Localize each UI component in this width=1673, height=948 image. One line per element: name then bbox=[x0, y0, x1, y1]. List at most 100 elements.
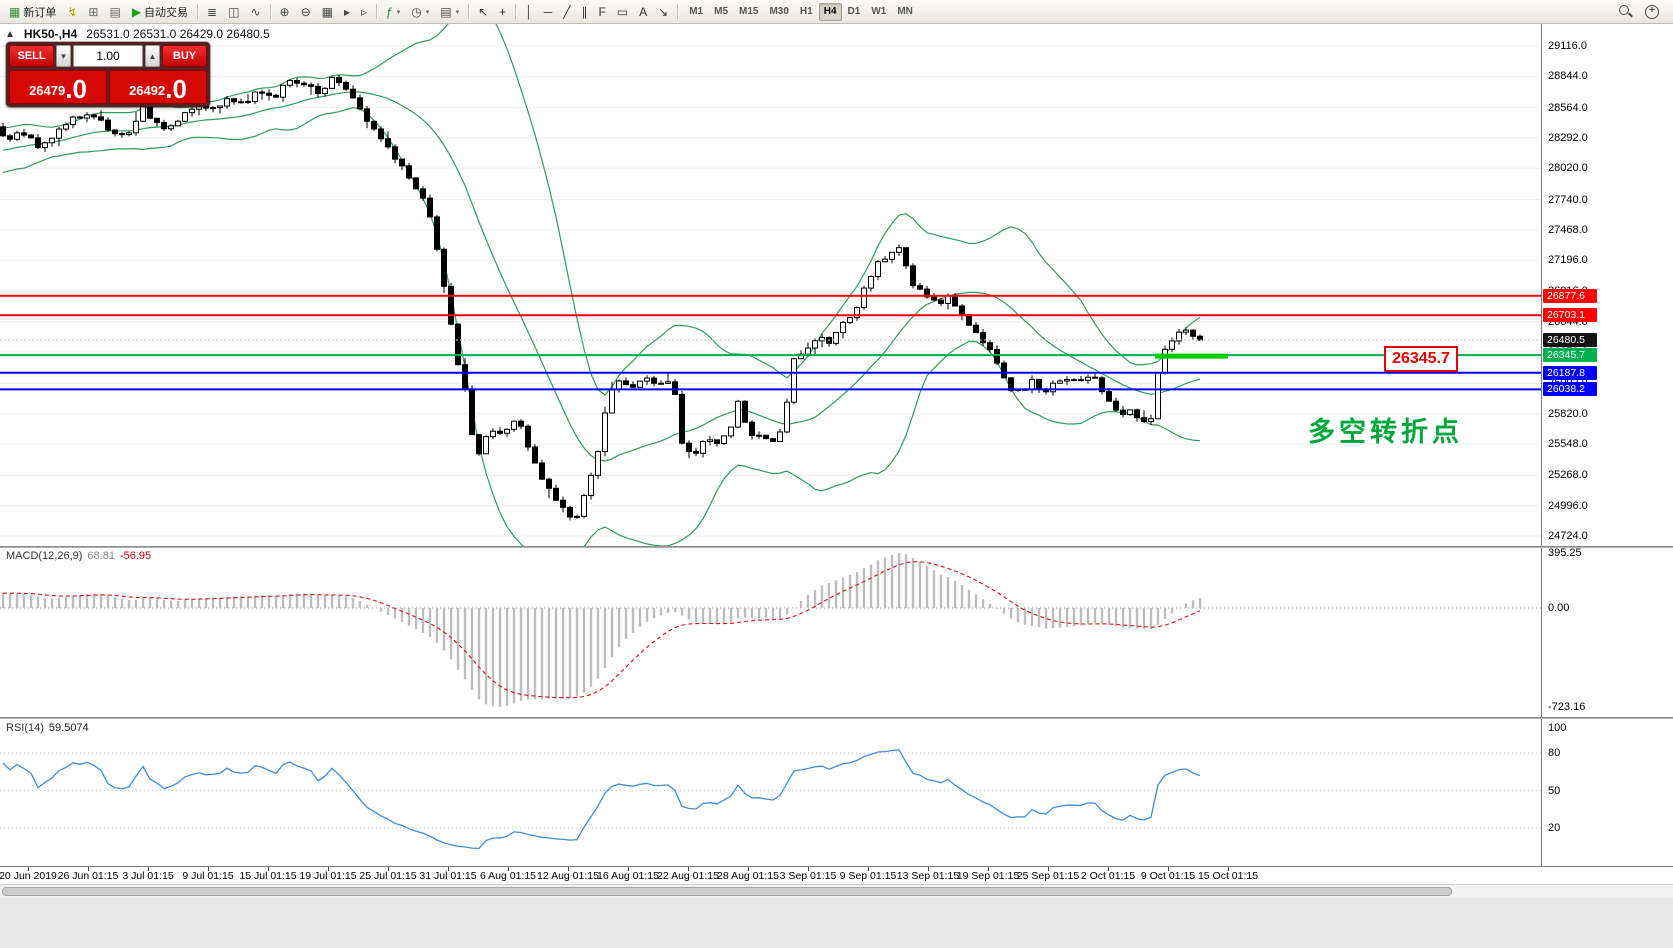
one-click-collapse-icon[interactable]: ▲ bbox=[5, 28, 15, 40]
candles bbox=[0, 75, 1203, 521]
channel-icon[interactable]: ∥ bbox=[576, 1, 592, 23]
one-click-trading-panel: SELL ▼ 1.00 ▲ BUY 26479.0 26492.0 bbox=[6, 42, 210, 107]
channel-icon: ∥ bbox=[581, 4, 588, 19]
timeframe-h1[interactable]: H1 bbox=[799, 5, 813, 17]
time-axis-tick bbox=[1168, 867, 1169, 871]
rsi-indicator-label: RSI(14) 59.5074 bbox=[6, 722, 89, 734]
current-price-tag[interactable]: 26480.5 bbox=[1543, 333, 1597, 348]
time-axis-tick bbox=[268, 867, 269, 871]
time-axis[interactable]: 20 Jun 2019 26 Jun 01:15 3 Jul 01:15 9 Jul … bbox=[0, 866, 1673, 884]
line-chart-mode-icon: ∿ bbox=[250, 4, 261, 19]
crosshair-icon: + bbox=[499, 4, 507, 19]
line-chart-mode-icon[interactable]: ∿ bbox=[245, 1, 265, 23]
auto-scroll-icon[interactable]: ▸ bbox=[339, 1, 355, 23]
autotrading-button[interactable]: ▶ 自动交易 bbox=[127, 1, 193, 23]
sell-price-display[interactable]: 26479.0 bbox=[9, 70, 107, 104]
bar-chart-mode-icon[interactable]: ≣ bbox=[202, 1, 222, 23]
price-tag-26187.8[interactable]: 26187.8 bbox=[1543, 365, 1597, 380]
time-axis-label: 3 Sep 01:15 bbox=[779, 870, 837, 882]
templates-icon[interactable]: ▤ ▾ bbox=[435, 1, 464, 23]
chart-symbol-period: HK50-,H4 bbox=[23, 27, 78, 41]
timeframe-mn[interactable]: MN bbox=[897, 5, 913, 17]
timeframe-m30[interactable]: M30 bbox=[769, 5, 789, 17]
trendline-icon[interactable]: ╱ bbox=[558, 1, 575, 23]
periods-icon[interactable]: ◷ ▾ bbox=[406, 1, 434, 23]
pivot-point-annotation[interactable]: 多空转折点 bbox=[1308, 417, 1463, 447]
zoom-out-icon[interactable]: ⊖ bbox=[296, 1, 316, 23]
price-axis[interactable]: 29116.0 28844.0 28564.0 28292.0 28020.0 27740… bbox=[1541, 24, 1672, 884]
text-label-icon: A bbox=[639, 4, 648, 19]
price-annotation-box[interactable]: 26345.7 bbox=[1384, 346, 1458, 372]
rsi-name: RSI(14) bbox=[6, 722, 44, 734]
window-bottom-area bbox=[0, 898, 1673, 948]
horizontal-scrollbar[interactable] bbox=[0, 884, 1673, 898]
panel-separator-macd[interactable] bbox=[0, 546, 1673, 548]
time-axis-label: 13 Sep 01:15 bbox=[896, 870, 960, 882]
timeframe-h4[interactable]: H4 bbox=[818, 2, 842, 21]
sell-price-pips: .0 bbox=[65, 74, 87, 105]
price-axis-label: 24996.0 bbox=[1548, 499, 1588, 512]
time-axis-label: 22 Aug 01:15 bbox=[657, 870, 719, 882]
macd-histogram bbox=[1, 553, 1202, 707]
timeframe-m1[interactable]: M1 bbox=[689, 5, 704, 17]
navigator-icon[interactable]: ▤ bbox=[104, 1, 125, 23]
chart-canvas[interactable] bbox=[0, 24, 1541, 884]
shapes-icon[interactable]: ▭ bbox=[612, 1, 633, 23]
candlestick-mode-icon[interactable]: ◫ bbox=[223, 1, 244, 23]
macd-axis-label: 395.25 bbox=[1548, 547, 1582, 559]
timeframe-d1[interactable]: D1 bbox=[847, 5, 861, 17]
toolbar-right-group: + bbox=[1618, 4, 1669, 19]
text-label-icon[interactable]: A bbox=[634, 1, 652, 23]
price-axis-label: 29116.0 bbox=[1548, 40, 1587, 52]
price-tag-26345.7[interactable]: 26345.7 bbox=[1543, 348, 1597, 363]
buy-price-display[interactable]: 26492.0 bbox=[109, 70, 207, 104]
volume-input[interactable]: 1.00 bbox=[73, 45, 143, 67]
timeframe-w1[interactable]: W1 bbox=[871, 5, 887, 17]
volume-decrease-button[interactable]: ▼ bbox=[56, 45, 71, 67]
market-watch-icon[interactable]: ↯ bbox=[62, 1, 82, 23]
crosshair-icon[interactable]: + bbox=[494, 1, 511, 23]
scrollbar-thumb[interactable] bbox=[2, 887, 1452, 896]
toolbar-separator bbox=[269, 4, 271, 19]
price-tag-26038.2[interactable]: 26038.2 bbox=[1543, 382, 1597, 397]
data-window-icon[interactable]: ⊞ bbox=[83, 1, 103, 23]
symbol-search-icon[interactable] bbox=[1618, 4, 1633, 19]
indicators-list-icon[interactable]: ƒ ▾ bbox=[381, 1, 405, 23]
tile-windows-icon[interactable]: ▦ bbox=[317, 1, 338, 23]
price-tag-26877.6[interactable]: 26877.6 bbox=[1543, 288, 1597, 303]
time-axis-label: 16 Aug 01:15 bbox=[597, 870, 659, 882]
timeframe-m5[interactable]: M5 bbox=[714, 5, 729, 17]
dropdown-arrow-icon: ▾ bbox=[425, 8, 430, 16]
indicators-list-icon: ƒ bbox=[386, 4, 393, 19]
chart-shift-ic[interactable]: ▹ bbox=[356, 1, 372, 23]
templates-icon: ▤ bbox=[440, 4, 452, 19]
zoom-in-icon[interactable]: ⊕ bbox=[275, 1, 295, 23]
time-axis-tick bbox=[208, 867, 209, 871]
vertical-line-icon[interactable]: │ bbox=[520, 1, 538, 23]
sell-button[interactable]: SELL bbox=[9, 45, 54, 67]
buy-price-main: 26492 bbox=[129, 83, 166, 98]
toolbar-separator bbox=[515, 4, 517, 19]
cursor-icon[interactable]: ↖ bbox=[473, 1, 493, 23]
price-tag-26703.1[interactable]: 26703.1 bbox=[1543, 308, 1597, 323]
fibonacci-icon[interactable]: F bbox=[593, 1, 610, 23]
timeframe-m15[interactable]: M15 bbox=[739, 5, 759, 17]
time-axis-tick bbox=[328, 867, 329, 871]
periods-icon: ◷ bbox=[411, 4, 422, 19]
add-object-icon[interactable]: + bbox=[1645, 4, 1659, 19]
new-order-button[interactable]: ▦ 新订单 bbox=[4, 1, 61, 23]
horizontal-line-icon[interactable]: ─ bbox=[539, 1, 558, 23]
time-axis-label: 15 Jul 01:15 bbox=[239, 870, 297, 882]
rsi-value: 59.5074 bbox=[48, 722, 89, 734]
autotrading-button-label: 自动交易 bbox=[144, 6, 189, 19]
time-axis-tick bbox=[388, 867, 389, 871]
buy-button[interactable]: BUY bbox=[162, 45, 207, 67]
time-axis-tick bbox=[1108, 867, 1109, 871]
time-axis-tick bbox=[748, 867, 749, 871]
volume-increase-button[interactable]: ▲ bbox=[145, 45, 160, 67]
chart-shift-ic-icon: ▹ bbox=[361, 4, 368, 19]
time-axis-label: 15 Oct 01:15 bbox=[1197, 870, 1259, 882]
time-axis-label: 25 Sep 01:15 bbox=[1016, 870, 1080, 882]
arrow-objects-icon[interactable]: ↘ bbox=[653, 1, 673, 23]
panel-separator-rsi[interactable] bbox=[0, 717, 1673, 719]
